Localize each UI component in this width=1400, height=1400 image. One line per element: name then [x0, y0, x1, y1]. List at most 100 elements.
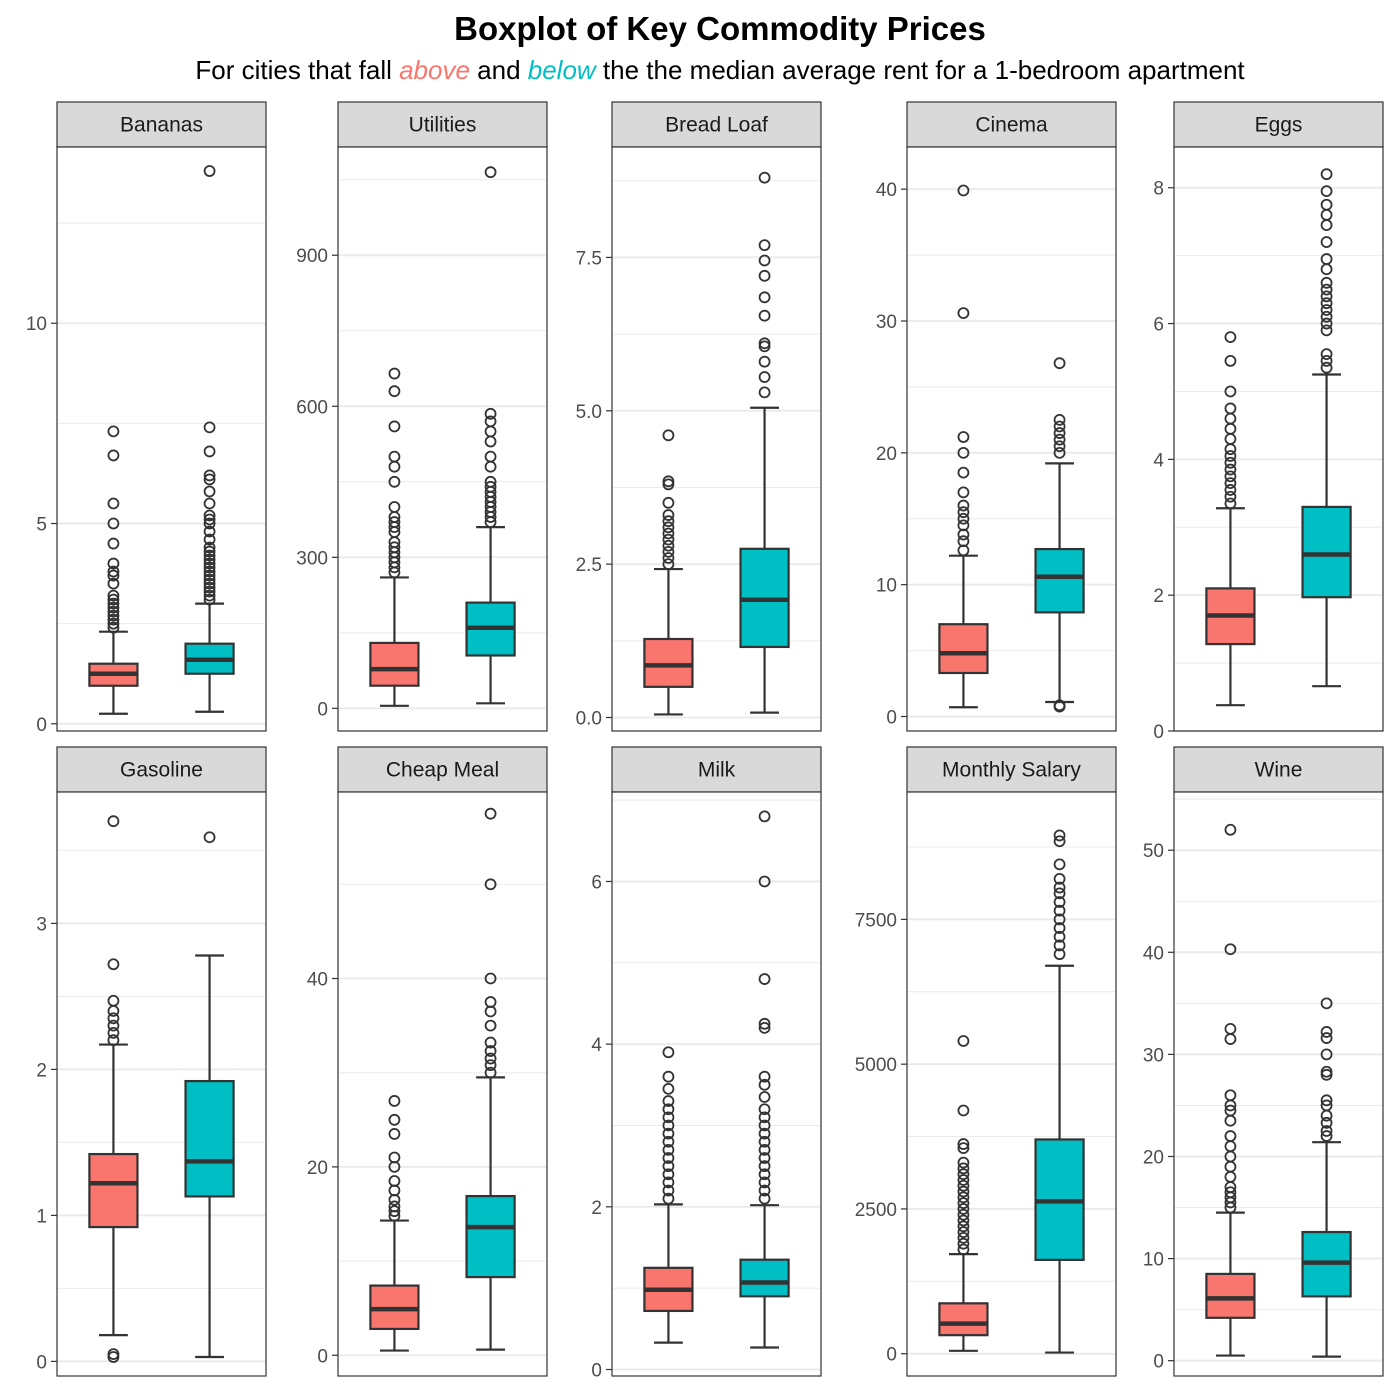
- outlier-point: [203, 831, 216, 844]
- outlier-point: [662, 1046, 675, 1059]
- outlier-point: [758, 1176, 771, 1189]
- outlier-point: [484, 166, 497, 179]
- outlier-point: [1320, 236, 1333, 248]
- outlier-point: [1320, 1130, 1333, 1142]
- outlier-point: [107, 1019, 120, 1032]
- outlier-point: [1224, 823, 1237, 836]
- box-wine-above: [1205, 823, 1256, 1357]
- outlier-point: [1224, 477, 1237, 490]
- outlier-point: [1320, 304, 1333, 316]
- outlier-point: [957, 466, 970, 479]
- outlier-point: [1053, 930, 1066, 943]
- outlier-point: [107, 958, 120, 971]
- outlier-point: [758, 254, 771, 267]
- outlier-point: [203, 165, 216, 177]
- outlier-point: [1320, 185, 1333, 198]
- outlier-point: [1224, 463, 1237, 476]
- outlier-point: [957, 446, 970, 459]
- outlier-point: [203, 561, 216, 574]
- outlier-point: [1224, 1104, 1237, 1117]
- outlier-point: [203, 497, 216, 510]
- outlier-point: [1320, 1099, 1333, 1112]
- y-tick-label: 20: [876, 444, 897, 465]
- outlier-point: [1320, 324, 1333, 337]
- outlier-point: [484, 1019, 497, 1032]
- panel-border: [56, 791, 267, 1377]
- outlier-point: [484, 1059, 497, 1072]
- outlier-point: [484, 996, 497, 1008]
- outlier-point: [107, 613, 120, 626]
- outlier-point: [758, 355, 771, 368]
- outlier-point: [1224, 402, 1237, 415]
- box-eggs-above: [1205, 331, 1256, 707]
- outlier-point: [484, 1036, 497, 1049]
- box-utilities-above: [369, 367, 420, 707]
- outlier-point: [1053, 858, 1066, 871]
- plot-area-bananas: [57, 147, 266, 731]
- outlier-point: [758, 1111, 771, 1124]
- outlier-point: [957, 535, 970, 548]
- y-tick-label: 1: [36, 1206, 47, 1227]
- panel-border: [906, 791, 1117, 1377]
- outlier-point: [203, 513, 216, 526]
- outlier-point: [957, 1226, 970, 1238]
- outlier-point: [957, 1191, 970, 1204]
- strip-eggs: [1173, 101, 1384, 148]
- outlier-point: [758, 1160, 771, 1173]
- y-tick-label: 40: [1143, 943, 1164, 964]
- outlier-point: [957, 519, 970, 532]
- outlier-point: [1224, 470, 1237, 483]
- outlier-point: [484, 807, 497, 820]
- outlier-point: [758, 1192, 771, 1205]
- outlier-point: [662, 558, 675, 571]
- outlier-point: [1224, 1186, 1237, 1199]
- outlier-point: [957, 506, 970, 519]
- y-tick-label: 5000: [855, 1055, 897, 1076]
- outlier-point: [1053, 896, 1066, 908]
- outlier-point: [1224, 385, 1237, 398]
- iqr-box: [369, 641, 420, 687]
- box-gasoline-above: [88, 815, 139, 1363]
- strip-monthly-salary: [906, 746, 1117, 793]
- outlier-point: [758, 171, 771, 184]
- outlier-point: [107, 565, 120, 578]
- outlier-point: [662, 545, 675, 558]
- panel-monthly-salary: Monthly Salary 0 2500 5000 7500: [855, 746, 1117, 1377]
- outlier-point: [758, 810, 771, 823]
- panel-cinema: Cinema 0 10 20 30 40: [876, 101, 1117, 732]
- panel-milk: Milk 0 2 4 6: [591, 746, 822, 1381]
- outlier-point: [758, 1091, 771, 1103]
- outlier-point: [957, 1035, 970, 1047]
- y-tick-label: 40: [307, 970, 328, 991]
- outlier-point: [758, 1070, 771, 1083]
- outlier-point: [1320, 297, 1333, 310]
- box-cheap-meal-above: [369, 1095, 420, 1352]
- outlier-point: [388, 367, 401, 380]
- outlier-point: [957, 1197, 970, 1210]
- y-tick-label: 0: [591, 1360, 602, 1381]
- y-tick-label: 0: [1153, 1352, 1164, 1373]
- panel-bread-loaf: Bread Loaf 0.0 2.5 5.0 7.5: [576, 101, 822, 732]
- outlier-point: [662, 1184, 675, 1197]
- outlier-point: [758, 875, 771, 888]
- y-tick-label: 20: [1143, 1147, 1164, 1168]
- y-tick-label: 7.5: [576, 248, 602, 269]
- outlier-point: [1320, 310, 1333, 323]
- y-tick-label: 10: [1143, 1250, 1164, 1271]
- outlier-point: [957, 1179, 970, 1192]
- outlier-point: [1053, 413, 1066, 426]
- y-tick-label: 2: [591, 1198, 602, 1219]
- outlier-point: [662, 1152, 675, 1164]
- outlier-point: [1320, 348, 1333, 361]
- outlier-point: [388, 475, 401, 488]
- box-bread-loaf-above: [643, 429, 694, 716]
- outlier-point: [107, 609, 120, 622]
- outlier-point: [484, 972, 497, 985]
- outlier-point: [662, 539, 675, 552]
- strip-label-bread-loaf: Bread Loaf: [665, 114, 768, 137]
- y-tick-label: 0.0: [576, 709, 602, 730]
- outlier-point: [662, 1192, 675, 1205]
- y-tick-label: 0: [1153, 722, 1164, 743]
- outlier-point: [388, 1151, 401, 1164]
- outlier-point: [1053, 904, 1066, 917]
